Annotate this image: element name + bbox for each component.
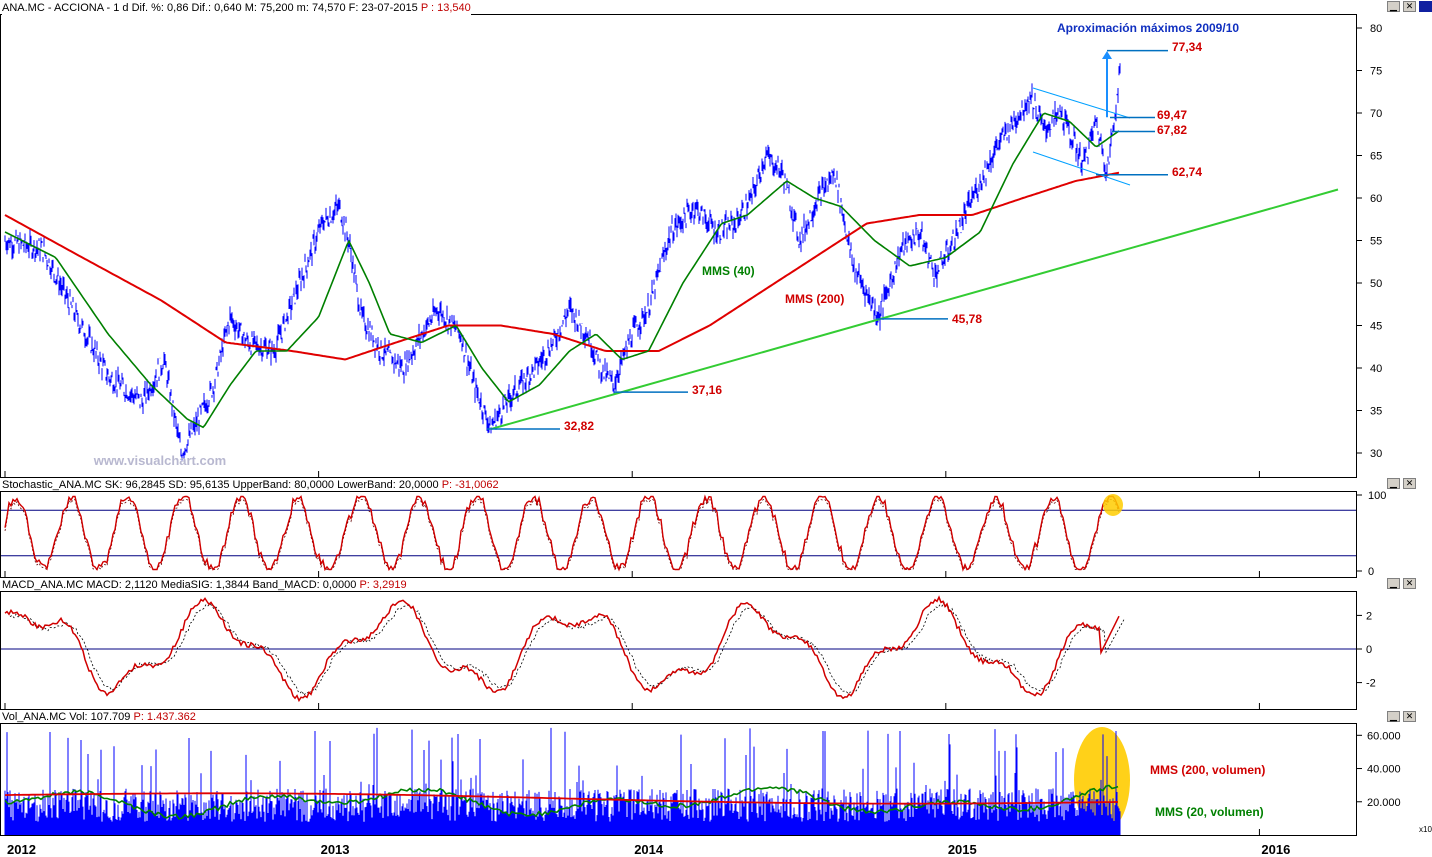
stoch-panel-frame xyxy=(0,491,1357,578)
stoch-header: Stochastic_ANA.MC SK: 96,2845 SD: 95,613… xyxy=(2,478,499,492)
price-series xyxy=(4,63,1121,461)
vol-close-button[interactable]: ✕ xyxy=(1403,711,1416,722)
stoch-header-p: P: -31,0062 xyxy=(441,479,499,491)
x-tick-label: 2016 xyxy=(1261,842,1290,857)
stoch-sk-line xyxy=(4,494,1120,572)
level-77-34: 77,34 xyxy=(1172,40,1202,54)
stoch-y-tick-label: 0 xyxy=(1368,566,1374,578)
price-close-button[interactable]: ✕ xyxy=(1403,1,1416,12)
vol-y-tick-label: 60.000 xyxy=(1367,730,1401,742)
macd-y-tick-label: 2 xyxy=(1366,610,1372,622)
x-tick-label: 2013 xyxy=(321,842,350,857)
vol-mms200-line xyxy=(4,792,1118,805)
stoch-minimize-button[interactable]: ▁ xyxy=(1387,478,1400,489)
price-y-tick-label: 60 xyxy=(1370,193,1382,205)
macd-header-text: MACD_ANA.MC MACD: 2,1120 MediaSIG: 1,384… xyxy=(2,579,357,591)
level-67-82: 67,82 xyxy=(1157,123,1187,137)
price-title: Aproximación máximos 2009/10 xyxy=(1057,21,1239,35)
vol-panel-buttons: ▁ ✕ xyxy=(1387,711,1416,722)
vol-mms200-label: MMS (200, volumen) xyxy=(1150,763,1265,777)
price-minimize-button[interactable]: ▁ xyxy=(1387,1,1400,12)
price-y-tick-label: 65 xyxy=(1370,151,1382,163)
vol-y-tick-label: 40.000 xyxy=(1367,764,1401,776)
price-y-tick-label: 30 xyxy=(1370,448,1382,460)
level-37-16: 37,16 xyxy=(692,383,722,397)
macd-close-button[interactable]: ✕ xyxy=(1403,578,1416,589)
watermark: www.visualchart.com xyxy=(93,453,226,468)
level-62-74: 62,74 xyxy=(1172,165,1202,179)
stoch-panel-buttons: ▁ ✕ xyxy=(1387,478,1416,489)
vol-header-text: Vol_ANA.MC Vol: 107.709 xyxy=(2,711,131,723)
vol-scale-badge: x10 xyxy=(1419,825,1432,834)
macd-header: MACD_ANA.MC MACD: 2,1120 MediaSIG: 1,384… xyxy=(2,578,407,592)
stoch-y-tick-label: 100 xyxy=(1368,490,1386,502)
macd-line xyxy=(4,595,1120,703)
x-tick-label: 2012 xyxy=(7,842,36,857)
price-header: ANA.MC - ACCIONA - 1 d Dif. %: 0,86 Dif.… xyxy=(2,1,471,15)
macd-y-tick-label: -2 xyxy=(1366,678,1376,690)
price-y-tick-label: 50 xyxy=(1370,278,1382,290)
price-y-tick-label: 75 xyxy=(1370,66,1382,78)
projection-arrow-head xyxy=(1102,50,1112,59)
mms40-line xyxy=(4,112,1120,429)
x-tick-label: 2014 xyxy=(634,842,664,857)
price-header-p: P : 13,540 xyxy=(420,2,471,14)
price-y-tick-label: 40 xyxy=(1370,363,1382,375)
price-y-tick-label: 55 xyxy=(1370,236,1382,248)
stoch-header-text: Stochastic_ANA.MC SK: 96,2845 SD: 95,613… xyxy=(2,479,439,491)
price-y-tick-label: 35 xyxy=(1370,406,1382,418)
level-69-47: 69,47 xyxy=(1157,108,1187,122)
price-panel-buttons: ▁ ✕ xyxy=(1387,1,1432,12)
macd-panel-frame xyxy=(0,591,1357,710)
price-y-tick-label: 80 xyxy=(1370,23,1382,35)
price-header-text: ANA.MC - ACCIONA - 1 d Dif. %: 0,86 Dif.… xyxy=(2,2,418,14)
macd-header-p: P: 3,2919 xyxy=(359,579,407,591)
vol-y-tick-label: 20.000 xyxy=(1367,797,1401,809)
price-panel-frame xyxy=(0,14,1357,478)
x-tick-label: 2015 xyxy=(948,842,977,857)
mms200-line xyxy=(4,171,1120,361)
vol-mms20-label: MMS (20, volumen) xyxy=(1155,805,1264,819)
vol-header: Vol_ANA.MC Vol: 107.709 P: 1.437.362 xyxy=(2,710,196,724)
stoch-close-button[interactable]: ✕ xyxy=(1403,478,1416,489)
mms40-label: MMS (40) xyxy=(702,264,755,278)
level-45-78: 45,78 xyxy=(952,312,982,326)
mms200-label: MMS (200) xyxy=(785,292,844,306)
vol-header-p: P: 1.437.362 xyxy=(133,711,196,723)
channel-lower xyxy=(1032,151,1131,186)
stoch-highlight xyxy=(1103,494,1123,516)
volume-panel-frame xyxy=(0,723,1357,836)
volume-bars xyxy=(4,727,1121,835)
channel-upper xyxy=(1032,87,1131,119)
macd-panel-buttons: ▁ ✕ xyxy=(1387,578,1416,589)
vol-minimize-button[interactable]: ▁ xyxy=(1387,711,1400,722)
level-32-82: 32,82 xyxy=(564,419,594,433)
price-menu-button[interactable] xyxy=(1419,1,1432,12)
macd-minimize-button[interactable]: ▁ xyxy=(1387,578,1400,589)
price-y-tick-label: 45 xyxy=(1370,321,1382,333)
price-y-tick-label: 70 xyxy=(1370,108,1382,120)
macd-y-tick-label: 0 xyxy=(1366,644,1372,656)
trend-line xyxy=(490,188,1339,431)
